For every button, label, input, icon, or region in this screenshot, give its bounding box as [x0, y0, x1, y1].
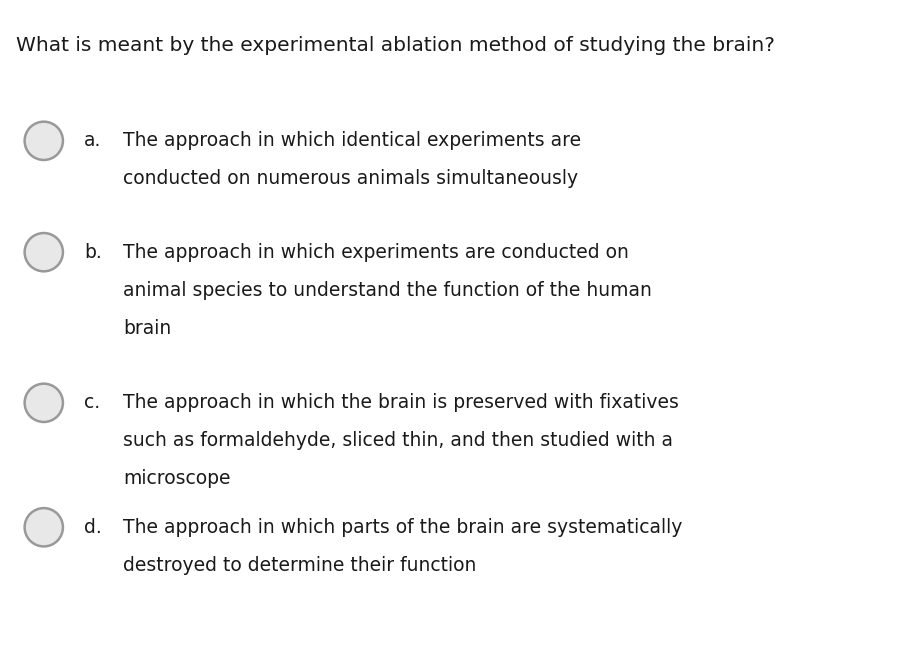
Text: The approach in which the brain is preserved with fixatives: The approach in which the brain is prese…: [123, 393, 679, 413]
Ellipse shape: [25, 122, 63, 160]
Ellipse shape: [25, 384, 63, 422]
Text: The approach in which identical experiments are: The approach in which identical experime…: [123, 131, 580, 151]
Text: What is meant by the experimental ablation method of studying the brain?: What is meant by the experimental ablati…: [16, 36, 774, 55]
Text: microscope: microscope: [123, 469, 230, 489]
Text: The approach in which experiments are conducted on: The approach in which experiments are co…: [123, 242, 629, 262]
Text: d.: d.: [84, 517, 101, 537]
Text: destroyed to determine their function: destroyed to determine their function: [123, 555, 476, 575]
Text: The approach in which parts of the brain are systematically: The approach in which parts of the brain…: [123, 517, 681, 537]
Text: brain: brain: [123, 318, 171, 338]
Text: c.: c.: [84, 393, 100, 413]
Text: animal species to understand the function of the human: animal species to understand the functio…: [123, 280, 651, 300]
Ellipse shape: [25, 508, 63, 546]
Text: a.: a.: [84, 131, 101, 151]
Ellipse shape: [25, 233, 63, 271]
Text: b.: b.: [84, 242, 101, 262]
Text: such as formaldehyde, sliced thin, and then studied with a: such as formaldehyde, sliced thin, and t…: [123, 431, 672, 451]
Text: conducted on numerous animals simultaneously: conducted on numerous animals simultaneo…: [123, 169, 578, 189]
